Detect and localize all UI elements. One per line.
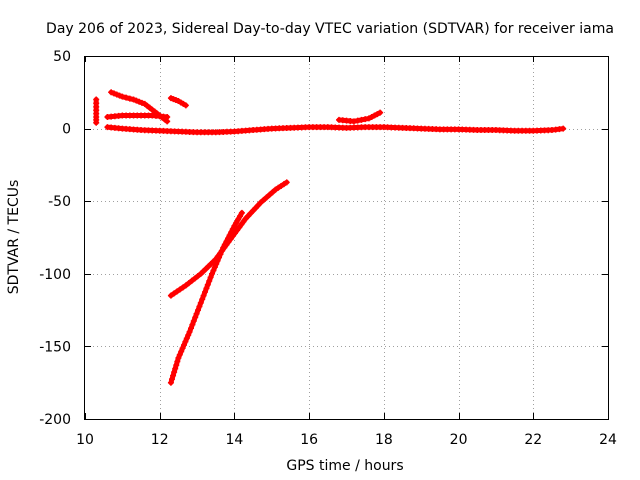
data-point <box>203 285 210 292</box>
series-track-bump-17-18 <box>336 109 384 125</box>
data-point <box>182 338 189 345</box>
data-point <box>196 303 203 310</box>
data-point <box>110 90 117 97</box>
data-point <box>560 125 567 132</box>
data-point <box>175 355 182 362</box>
data-point <box>211 264 218 271</box>
data-point <box>173 362 180 369</box>
data-point <box>130 96 137 103</box>
axis-ticks <box>85 56 609 420</box>
data-point <box>209 270 216 277</box>
series-track-left-edge-short <box>93 96 100 126</box>
data-point <box>133 97 140 104</box>
series-track-upper-left-flat <box>104 112 171 120</box>
data-point <box>193 310 200 317</box>
x-tick-labels: 10 12 14 16 18 20 22 24 <box>76 432 617 448</box>
y-tick-labels: -200 -150 -100 -50 0 50 <box>39 49 71 428</box>
data-point <box>168 376 175 383</box>
x-tick-label: 24 <box>599 432 617 448</box>
y-tick-label: -200 <box>39 412 71 428</box>
data-point <box>113 91 120 98</box>
x-tick-label: 12 <box>151 432 169 448</box>
x-tick-label: 22 <box>524 432 542 448</box>
data-point <box>182 102 189 109</box>
series-track-short-right <box>167 95 189 109</box>
y-tick-label: 50 <box>53 49 71 65</box>
data-point <box>180 341 187 348</box>
data-point <box>116 92 123 99</box>
data-point <box>171 369 178 376</box>
data-point <box>377 109 384 116</box>
data-point <box>210 267 217 274</box>
data-point <box>123 94 130 101</box>
chart-title: Day 206 of 2023, Sidereal Day-to-day VTE… <box>46 21 614 37</box>
data-point <box>195 307 202 314</box>
data-point <box>200 292 207 299</box>
series-track-main-near-zero <box>104 124 567 136</box>
data-point <box>167 379 174 386</box>
data-point <box>190 317 197 324</box>
data-point <box>136 98 143 105</box>
data-point <box>197 299 204 306</box>
plot-frame <box>84 56 609 420</box>
data-point <box>186 328 193 335</box>
data-point <box>174 358 181 365</box>
x-tick-label: 18 <box>375 432 393 448</box>
data-point <box>164 113 171 120</box>
data-point <box>183 335 190 342</box>
series-track-gentle-descent <box>167 179 290 299</box>
data-point <box>231 222 238 229</box>
data-point <box>204 281 211 288</box>
data-point <box>178 348 185 355</box>
data-point <box>235 216 242 223</box>
data-point <box>188 325 195 332</box>
data-point <box>237 213 244 220</box>
data-point <box>93 119 100 126</box>
data-point <box>283 179 290 186</box>
x-tick-label: 20 <box>450 432 468 448</box>
data-point <box>119 93 126 100</box>
y-tick-label: -50 <box>48 194 71 210</box>
data-point <box>229 225 236 232</box>
x-axis-label: GPS time / hours <box>286 458 403 474</box>
grid-lines <box>85 56 608 419</box>
x-tick-label: 16 <box>300 432 318 448</box>
data-point <box>176 351 183 358</box>
data-point <box>170 372 177 379</box>
data-point <box>179 345 186 352</box>
x-tick-label: 14 <box>226 432 244 448</box>
y-axis-label: SDTVAR / TECUs <box>6 180 22 295</box>
data-point <box>199 296 206 303</box>
data-point <box>207 274 214 281</box>
data-point <box>238 209 245 216</box>
data-point <box>206 278 213 285</box>
series-group <box>93 89 567 386</box>
x-tick-label: 10 <box>76 432 94 448</box>
data-point <box>185 332 192 339</box>
y-tick-label: -150 <box>39 339 71 355</box>
y-tick-label: 0 <box>62 122 71 138</box>
series-track-upper-left-descending <box>108 89 171 125</box>
data-point <box>202 288 209 295</box>
data-point <box>172 365 179 372</box>
data-point <box>138 99 145 106</box>
y-tick-label: -100 <box>39 267 71 283</box>
data-point <box>233 219 240 226</box>
data-point <box>192 314 199 321</box>
data-point <box>108 89 115 96</box>
data-point <box>126 95 133 102</box>
data-point <box>189 321 196 328</box>
